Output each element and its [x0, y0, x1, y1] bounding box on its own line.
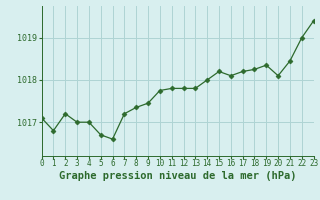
X-axis label: Graphe pression niveau de la mer (hPa): Graphe pression niveau de la mer (hPa)	[59, 171, 296, 181]
